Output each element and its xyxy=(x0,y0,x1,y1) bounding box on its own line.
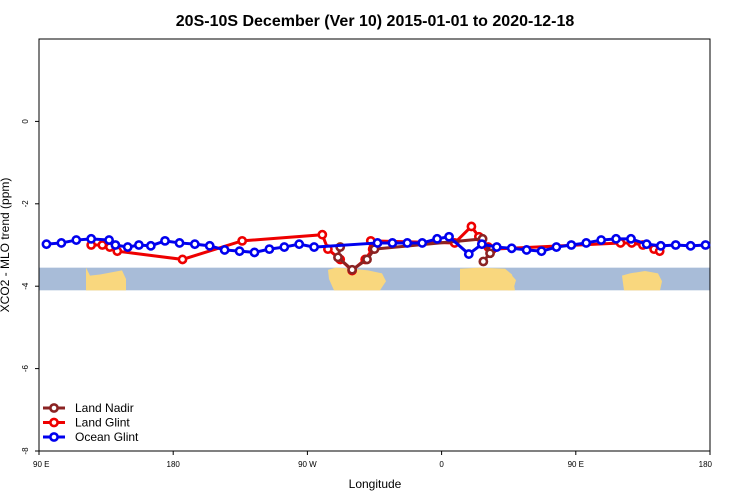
data-point xyxy=(333,252,343,263)
data-point xyxy=(444,231,454,242)
x-tick-label: 180 xyxy=(167,460,181,469)
data-point xyxy=(279,242,290,252)
data-point xyxy=(237,235,248,246)
data-point xyxy=(110,240,121,250)
data-point xyxy=(362,254,372,265)
land-mass xyxy=(328,267,386,291)
data-point xyxy=(491,242,502,252)
data-point xyxy=(56,238,67,248)
data-point xyxy=(309,242,320,252)
legend-label: Ocean Glint xyxy=(75,430,139,444)
data-point xyxy=(134,240,144,250)
data-point xyxy=(596,235,607,245)
series-layer xyxy=(41,221,711,276)
data-point xyxy=(626,233,636,244)
data-point xyxy=(204,240,215,251)
land-mass xyxy=(622,271,662,291)
data-point xyxy=(264,244,275,255)
data-point xyxy=(476,239,487,250)
x-tick-label: 90 E xyxy=(568,460,584,469)
data-point xyxy=(402,238,413,248)
y-axis-label: XCO2 - MLO trend (ppm) xyxy=(0,178,12,313)
legend-label: Land Nadir xyxy=(75,401,134,415)
x-tick-label: 90 E xyxy=(33,460,49,469)
data-point xyxy=(417,238,428,248)
data-point xyxy=(317,229,328,240)
data-point xyxy=(122,242,133,252)
data-point xyxy=(506,243,517,254)
data-point xyxy=(347,264,358,275)
data-point xyxy=(685,240,696,251)
data-point xyxy=(536,246,547,257)
legend-marker xyxy=(49,403,59,413)
data-point xyxy=(485,248,495,259)
x-tick-label: 0 xyxy=(439,460,444,469)
y-tick-label: 0 xyxy=(21,119,30,124)
chart-title: 20S-10S December (Ver 10) 2015-01-01 to … xyxy=(176,13,575,30)
data-point xyxy=(41,239,52,250)
data-point xyxy=(551,242,562,252)
series-ocean-glint xyxy=(41,231,711,259)
data-point xyxy=(160,235,170,246)
data-point xyxy=(189,239,200,250)
data-point xyxy=(463,249,474,259)
data-point xyxy=(432,233,443,244)
data-point xyxy=(294,239,305,250)
data-point xyxy=(177,254,188,265)
data-point xyxy=(234,246,245,257)
data-point xyxy=(174,238,185,248)
y-tick-label: -6 xyxy=(21,364,30,372)
x-tick-label: 90 W xyxy=(298,460,317,469)
data-point xyxy=(466,221,477,232)
legend-marker xyxy=(49,417,59,428)
data-point xyxy=(86,233,97,244)
legend-marker xyxy=(49,432,59,442)
x-axis-label: Longitude xyxy=(349,477,402,491)
y-tick-label: -4 xyxy=(21,282,30,290)
data-point xyxy=(478,256,489,267)
series-land-nadir xyxy=(333,233,495,275)
x-axis: 90 E 180 90 W 0 90 E 180 xyxy=(33,451,713,469)
data-point xyxy=(700,240,711,250)
data-point xyxy=(372,238,383,248)
land-ocean-strip xyxy=(39,267,710,291)
land-mass xyxy=(507,275,516,291)
data-point xyxy=(655,240,666,251)
data-point xyxy=(566,240,577,250)
land-mass xyxy=(86,267,126,291)
data-point xyxy=(104,235,114,245)
land-mass xyxy=(460,267,515,291)
data-point xyxy=(521,245,532,255)
y-axis: -8 -6 -4 -2 0 xyxy=(21,119,39,455)
data-point xyxy=(71,235,82,245)
data-point xyxy=(219,245,230,255)
x-tick-label: 180 xyxy=(699,460,713,469)
y-tick-label: -2 xyxy=(21,200,30,208)
data-point xyxy=(145,240,156,251)
y-tick-label: -8 xyxy=(21,447,30,455)
data-point xyxy=(611,233,621,244)
data-point xyxy=(249,247,260,258)
data-point xyxy=(581,238,592,248)
data-point xyxy=(670,240,681,250)
data-point xyxy=(387,238,398,248)
legend-label: Land Glint xyxy=(75,416,130,430)
data-point xyxy=(641,239,652,250)
